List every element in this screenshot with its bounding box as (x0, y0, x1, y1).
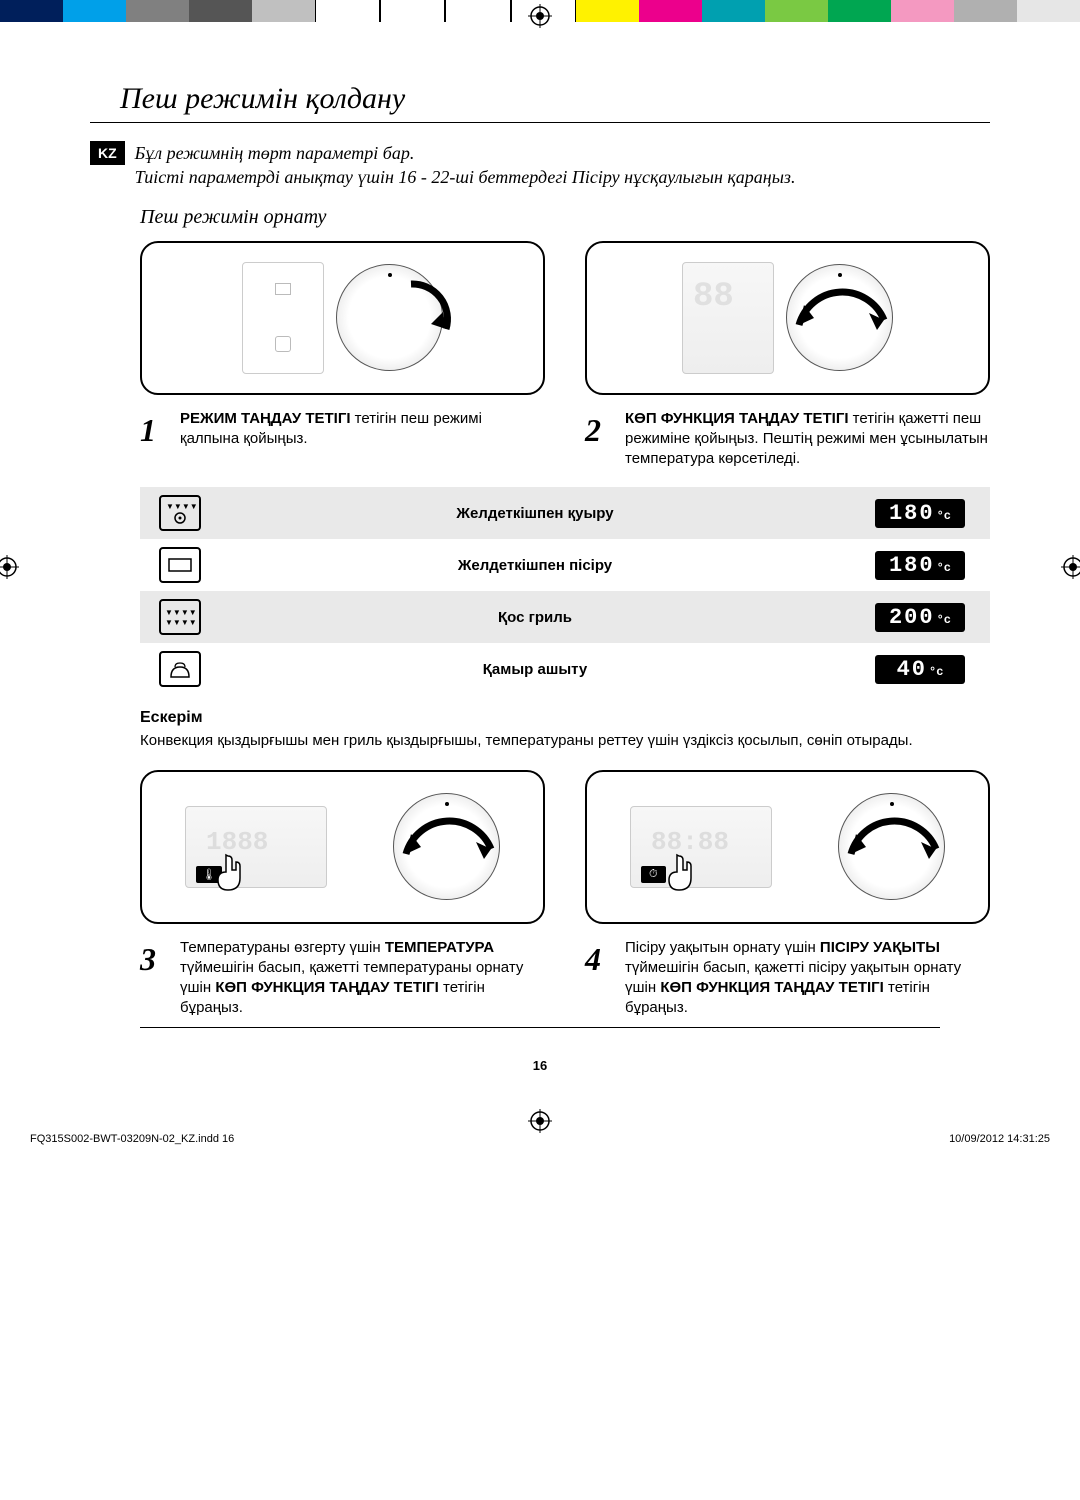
mode-icon-cell: ▼▼▼▼▼▼▼▼ (140, 591, 220, 643)
step-1: 1 РЕЖИМ ТАҢДАУ ТЕТІГІ тетігін пеш режимі… (140, 409, 545, 452)
panel-step-1 (140, 241, 545, 395)
table-row: ▼▼▼▼▼▼▼▼ Қос гриль 200°c (140, 591, 990, 643)
table-row: Желдеткішпен пісіру 180°c (140, 539, 990, 591)
title-row: Пеш режимін қолдану (90, 82, 990, 123)
page-number: 16 (90, 1058, 990, 1073)
lcd-display-icon: 88:88 ⏱ (630, 806, 772, 888)
mode-icon-cell (140, 643, 220, 695)
step-4-bold2: КӨП ФУНКЦИЯ ТАҢДАУ ТЕТІГІ (660, 979, 884, 996)
mode-icon: ▼▼▼▼▼▼▼▼ (159, 599, 201, 635)
mode-label: Желдеткішпен қуыру (220, 487, 850, 539)
step-4-pre: Пісіру уақытын орнату үшін (625, 939, 820, 956)
segment-display: 200°c (875, 603, 965, 632)
step-2: 2 КӨП ФУНКЦИЯ ТАҢДАУ ТЕТІГІ тетігін қаже… (585, 409, 990, 470)
step-2-bold: КӨП ФУНКЦИЯ ТАҢДАУ ТЕТІГІ (625, 410, 849, 427)
note-heading: Ескерім (140, 709, 990, 727)
step-number: 4 (585, 938, 615, 1019)
step-3-bold2: КӨП ФУНКЦИЯ ТАҢДАУ ТЕТІГІ (215, 979, 439, 996)
registration-mark-bottom (528, 1109, 552, 1133)
page-title: Пеш режимін қолдану (120, 82, 990, 116)
panel-step-4: 88:88 ⏱ (585, 770, 990, 924)
table-row: ▼▼▼▼ Желдеткішпен қуыру 180°c (140, 487, 990, 539)
footer-timestamp: 10/09/2012 14:31:25 (949, 1133, 1050, 1145)
table-row: Қамыр ашыту 40°c (140, 643, 990, 695)
mode-temp-cell: 180°c (850, 487, 990, 539)
lcd-ghost-icon: 88 (682, 262, 774, 374)
print-footer: FQ315S002-BWT-03209N-02_KZ.indd 16 10/09… (0, 1133, 1080, 1165)
step-3: 3 Температураны өзгерту үшін ТЕМПЕРАТУРА… (140, 938, 545, 1019)
intro-line-2: Тиісті параметрді анықтау үшін 16 - 22-ш… (135, 165, 796, 189)
step-3-bold1: ТЕМПЕРАТУРА (385, 939, 494, 956)
mode-label: Қамыр ашыту (220, 643, 850, 695)
mode-icon-cell (140, 539, 220, 591)
footer-rule (140, 1027, 940, 1028)
mode-table: ▼▼▼▼Желдеткішпен қуыру180°cЖелдеткішпен … (140, 487, 990, 695)
step-4-bold1: ПІСІРУ УАҚЫТЫ (820, 939, 940, 956)
touch-hand-icon (208, 850, 248, 895)
mode-icon-cell: ▼▼▼▼ (140, 487, 220, 539)
step-3-pre: Температураны өзгерту үшін (180, 939, 385, 956)
registration-mark-left (0, 555, 19, 579)
mode-label: Желдеткішпен пісіру (220, 539, 850, 591)
mode-label: Қос гриль (220, 591, 850, 643)
svg-text:▼▼▼▼: ▼▼▼▼ (165, 618, 197, 627)
step-number: 1 (140, 409, 170, 452)
svg-text:▼▼▼▼: ▼▼▼▼ (165, 608, 197, 617)
mode-temp-cell: 180°c (850, 539, 990, 591)
language-badge: KZ (90, 141, 125, 165)
mode-temp-cell: 40°c (850, 643, 990, 695)
note-body: Конвекция қыздырғышы мен гриль қыздырғыш… (140, 731, 990, 751)
footer-filename: FQ315S002-BWT-03209N-02_KZ.indd 16 (30, 1133, 234, 1145)
registration-mark-right (1061, 555, 1080, 579)
svg-text:▼▼▼▼: ▼▼▼▼ (166, 502, 197, 511)
step-4: 4 Пісіру уақытын орнату үшін ПІСІРУ УАҚЫ… (585, 938, 990, 1019)
step-number: 3 (140, 938, 170, 1019)
panel-step-2: 88 (585, 241, 990, 395)
mode-icon (159, 651, 201, 687)
mode-temp-cell: 200°c (850, 591, 990, 643)
mode-icon: ▼▼▼▼ (159, 495, 201, 531)
panel-step-3: 1888 🌡 (140, 770, 545, 924)
mode-icon (159, 547, 201, 583)
subheading: Пеш режимін орнату (140, 206, 990, 229)
intro-text: Бұл режимнің төрт параметрі бар. Тиісті … (135, 141, 796, 190)
intro-line-1: Бұл режимнің төрт параметрі бар. (135, 141, 796, 165)
segment-display: 180°c (875, 551, 965, 580)
segment-display: 40°c (875, 655, 965, 684)
lcd-display-icon: 1888 🌡 (185, 806, 327, 888)
touch-hand-icon (659, 850, 699, 895)
step-number: 2 (585, 409, 615, 470)
step-1-bold: РЕЖИМ ТАҢДАУ ТЕТІГІ (180, 410, 351, 427)
segment-display: 180°c (875, 499, 965, 528)
